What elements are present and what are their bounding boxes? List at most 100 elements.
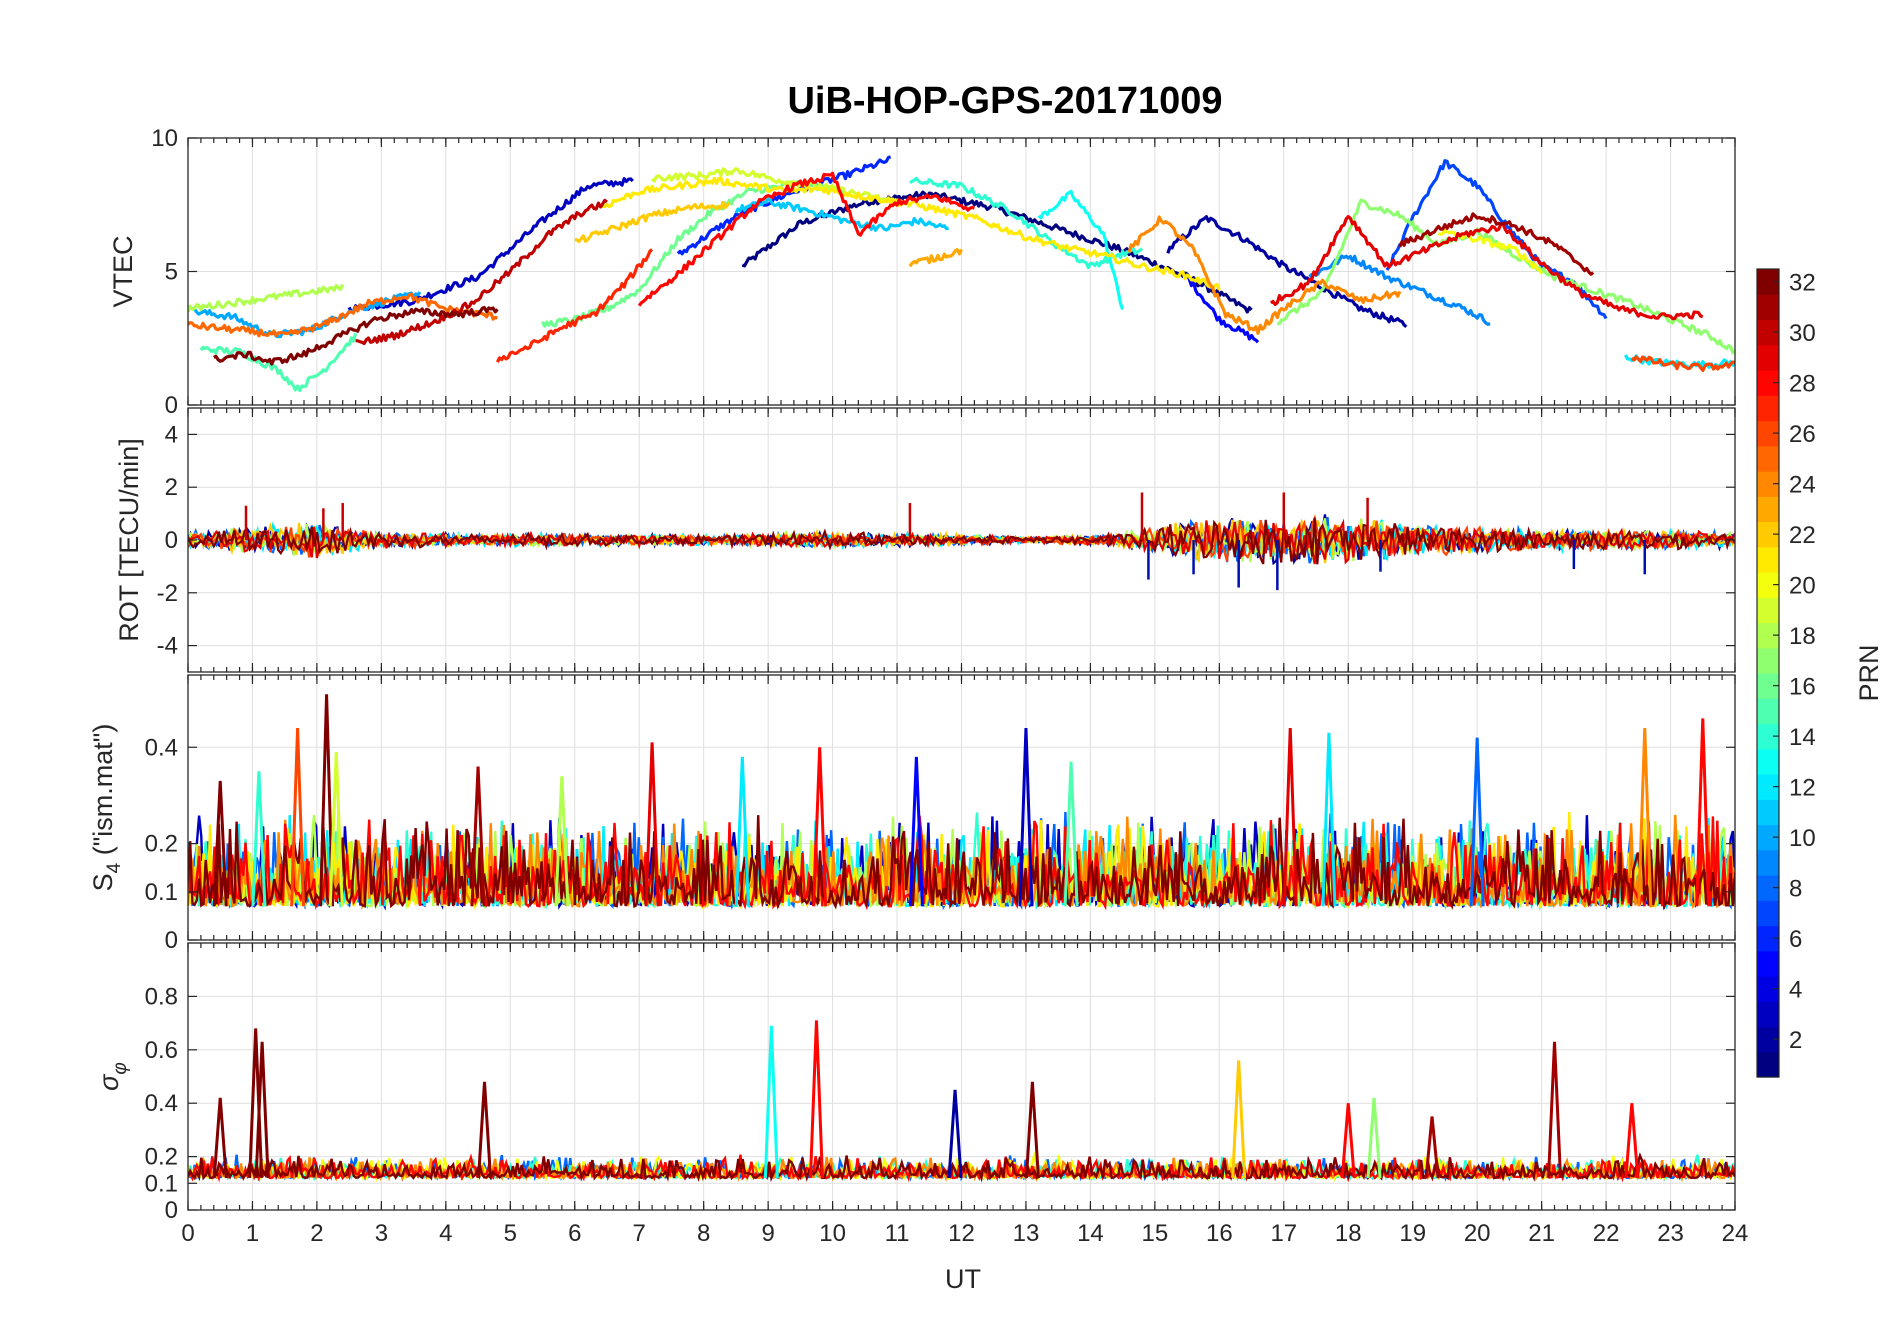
x-tick-label: 23 <box>1657 1220 1684 1247</box>
y-tick-label: 2 <box>165 474 178 501</box>
x-tick-label: 1 <box>246 1220 259 1247</box>
x-axis-label: UT <box>945 1264 981 1294</box>
y-axis-label: ROT [TECU/min] <box>114 438 144 642</box>
y-tick-label: 5 <box>165 259 178 286</box>
spike-prn-24 <box>1637 727 1653 907</box>
series-line-prn-25 <box>188 292 498 338</box>
y-tick-label: 0.2 <box>145 1144 178 1171</box>
y-ticks: -4 -2 0 2 4 <box>157 421 1735 660</box>
colorbar-band <box>1757 622 1779 649</box>
colorbar-band <box>1757 900 1779 927</box>
series-line-prn-19 <box>651 167 912 208</box>
x-tick-label: 16 <box>1206 1220 1233 1247</box>
y-tick-label: 0.1 <box>145 1170 178 1197</box>
panel-vtec: 0 5 10 VTEC <box>108 125 1736 419</box>
series-line-prn-17 <box>1277 198 1735 355</box>
spike-prn-17 <box>1366 1097 1382 1179</box>
colorbar-tick-label: 12 <box>1789 775 1816 802</box>
colorbar-band <box>1757 748 1779 775</box>
y-axis-label-main: σ <box>94 1073 124 1091</box>
spike-prn-28 <box>1340 1103 1356 1179</box>
series-line-prn-7 <box>1385 159 1608 320</box>
series-line-prn-30 <box>355 198 608 346</box>
series-line-prn-9 <box>1308 254 1491 326</box>
y-tick-label: -2 <box>157 580 178 607</box>
panel-rot: -4 -2 0 2 4 ROT [TECU/min] <box>114 407 1736 673</box>
colorbar-tick-label: 26 <box>1789 421 1816 448</box>
y-tick-label: 0 <box>165 527 178 554</box>
x-tick-labels: 0 1 2 3 4 5 6 7 8 9 10 11 12 13 14 15 16 17 18 19 20 21 22 23 24 <box>181 1220 1748 1247</box>
spike-prn-32 <box>319 694 335 907</box>
colorbar-band <box>1757 496 1779 523</box>
x-ticks <box>187 943 1736 1210</box>
x-tick-label: 19 <box>1399 1220 1426 1247</box>
colorbar-frame <box>1756 268 1780 1078</box>
series-line-prn-32 <box>188 517 1735 565</box>
colorbar-tick-label: 6 <box>1789 926 1802 953</box>
colorbar-band <box>1757 395 1779 422</box>
x-ticks <box>187 675 1736 940</box>
x-tick-label: 7 <box>633 1220 646 1247</box>
x-tick-label: 17 <box>1270 1220 1297 1247</box>
colorbar-band <box>1757 799 1779 826</box>
spike-prn-28 <box>808 1020 824 1179</box>
colorbar-tick-label: 8 <box>1789 876 1802 903</box>
x-tick-label: 21 <box>1528 1220 1555 1247</box>
colorbar-band <box>1757 597 1779 624</box>
spike-prn-12 <box>734 756 750 907</box>
colorbar-band <box>1757 471 1779 497</box>
spike-prn-32 <box>212 1097 228 1179</box>
colorbar-band <box>1757 344 1779 371</box>
colorbar-band <box>1757 572 1779 598</box>
spike-prn-31 <box>1547 1041 1563 1179</box>
spike-prn-26 <box>290 727 306 907</box>
y-axis-label: S4 ("ism.mat") <box>88 724 125 892</box>
spike-prn-5 <box>908 756 924 907</box>
colorbar-band <box>1757 420 1779 447</box>
spike-prn-14 <box>251 771 267 907</box>
plot-area <box>188 694 1735 911</box>
x-tick-label: 2 <box>310 1220 323 1247</box>
y-axis-label-sub: φ <box>110 1062 131 1074</box>
spike-prn-22 <box>1231 1060 1247 1179</box>
colorbar-band <box>1757 950 1779 977</box>
spike-prn-31 <box>470 766 486 907</box>
series-line-prn-5 <box>1185 274 1260 344</box>
colorbar-tick-label: 24 <box>1789 472 1816 499</box>
spike-prn-31 <box>1424 1116 1440 1179</box>
colorbar-band <box>1757 647 1779 674</box>
spike-prn-32 <box>477 1081 493 1179</box>
panel-s4: 0 0.1 0.2 0.4 S4 ("ism.mat") <box>88 674 1736 954</box>
colorbar-band <box>1757 294 1779 321</box>
x-tick-label: 5 <box>504 1220 517 1247</box>
colorbar-band <box>1757 824 1779 851</box>
x-tick-label: 3 <box>375 1220 388 1247</box>
spike-prn-12 <box>1321 732 1337 907</box>
y-ticks: 0 5 10 <box>151 125 1735 419</box>
colorbar-band <box>1757 849 1779 876</box>
chart-title: UiB-HOP-GPS-20171009 <box>787 80 1222 122</box>
y-axis-label-main: S <box>88 873 118 891</box>
colorbar-tick-label: 16 <box>1789 674 1816 701</box>
colorbar-tick-label: 2 <box>1789 1027 1802 1054</box>
spike-prn-28 <box>812 747 828 907</box>
x-tick-label: 10 <box>819 1220 846 1247</box>
plot-area <box>188 1020 1735 1183</box>
y-tick-label: 0 <box>165 1197 178 1224</box>
colorbar-tick-label: 28 <box>1789 371 1816 398</box>
series-line-prn-15 <box>199 332 358 393</box>
series-line-prn-31 <box>1398 212 1595 276</box>
spike-prn-29 <box>644 742 660 907</box>
x-ticks <box>187 138 1736 405</box>
colorbar-tick-label: 22 <box>1789 522 1816 549</box>
y-tick-label: 0.1 <box>145 879 178 906</box>
y-tick-label: 10 <box>151 125 178 152</box>
series-line-prn-23 <box>908 248 963 268</box>
plot-area <box>188 155 1735 393</box>
y-axis-label: σφ <box>94 1062 131 1091</box>
series-line-prn-29 <box>1269 215 1704 321</box>
